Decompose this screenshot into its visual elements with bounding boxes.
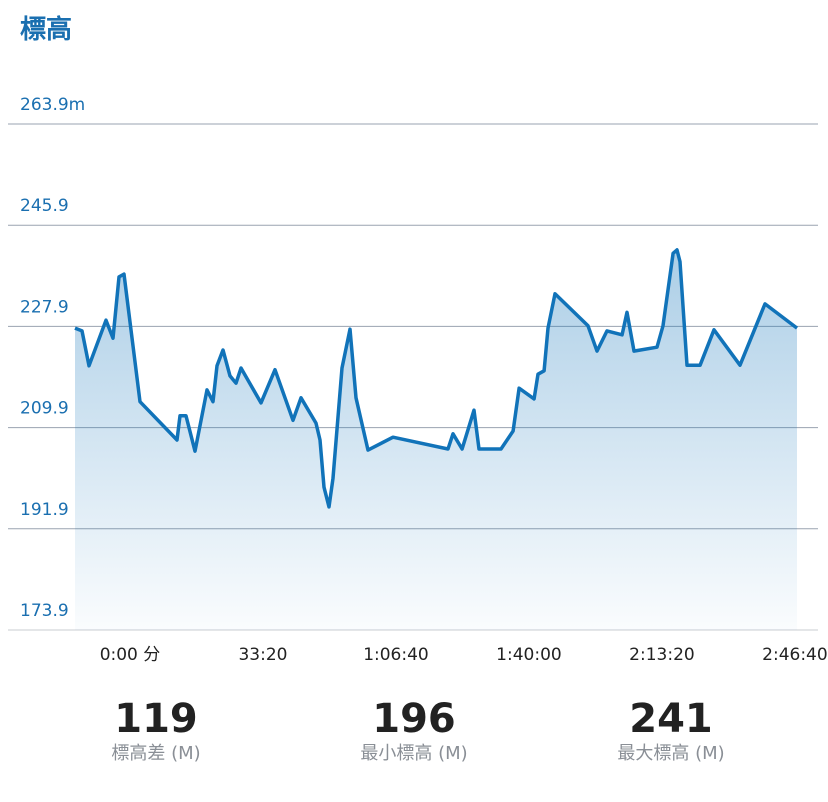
y-tick-label: 227.9 [20,297,69,317]
x-tick-label: 33:20 [238,645,287,665]
stat-label: 最小標高 (M) [360,743,467,764]
chart-title: 標高 [20,14,72,45]
area-fill [75,249,797,630]
y-tick-label: 245.9 [20,196,69,216]
stat-value: 241 [629,696,713,742]
x-tick-label: 2:13:20 [629,645,695,665]
x-tick-label: 1:06:40 [363,645,429,665]
stat-value: 196 [372,696,456,742]
stat-label: 最大標高 (M) [617,743,724,764]
y-tick-label: 209.9 [20,399,69,419]
x-tick-label: 0:00 分 [100,645,161,665]
y-tick-label: 191.9 [20,500,69,520]
x-tick-label: 2:46:40 [762,645,828,665]
x-tick-label: 1:40:00 [496,645,562,665]
stat-label: 標高差 (M) [111,743,200,764]
y-tick-label: 263.9m [20,95,85,115]
stat-value: 119 [114,696,198,742]
elevation-line [74,248,799,509]
y-tick-label: 173.9 [20,601,69,621]
